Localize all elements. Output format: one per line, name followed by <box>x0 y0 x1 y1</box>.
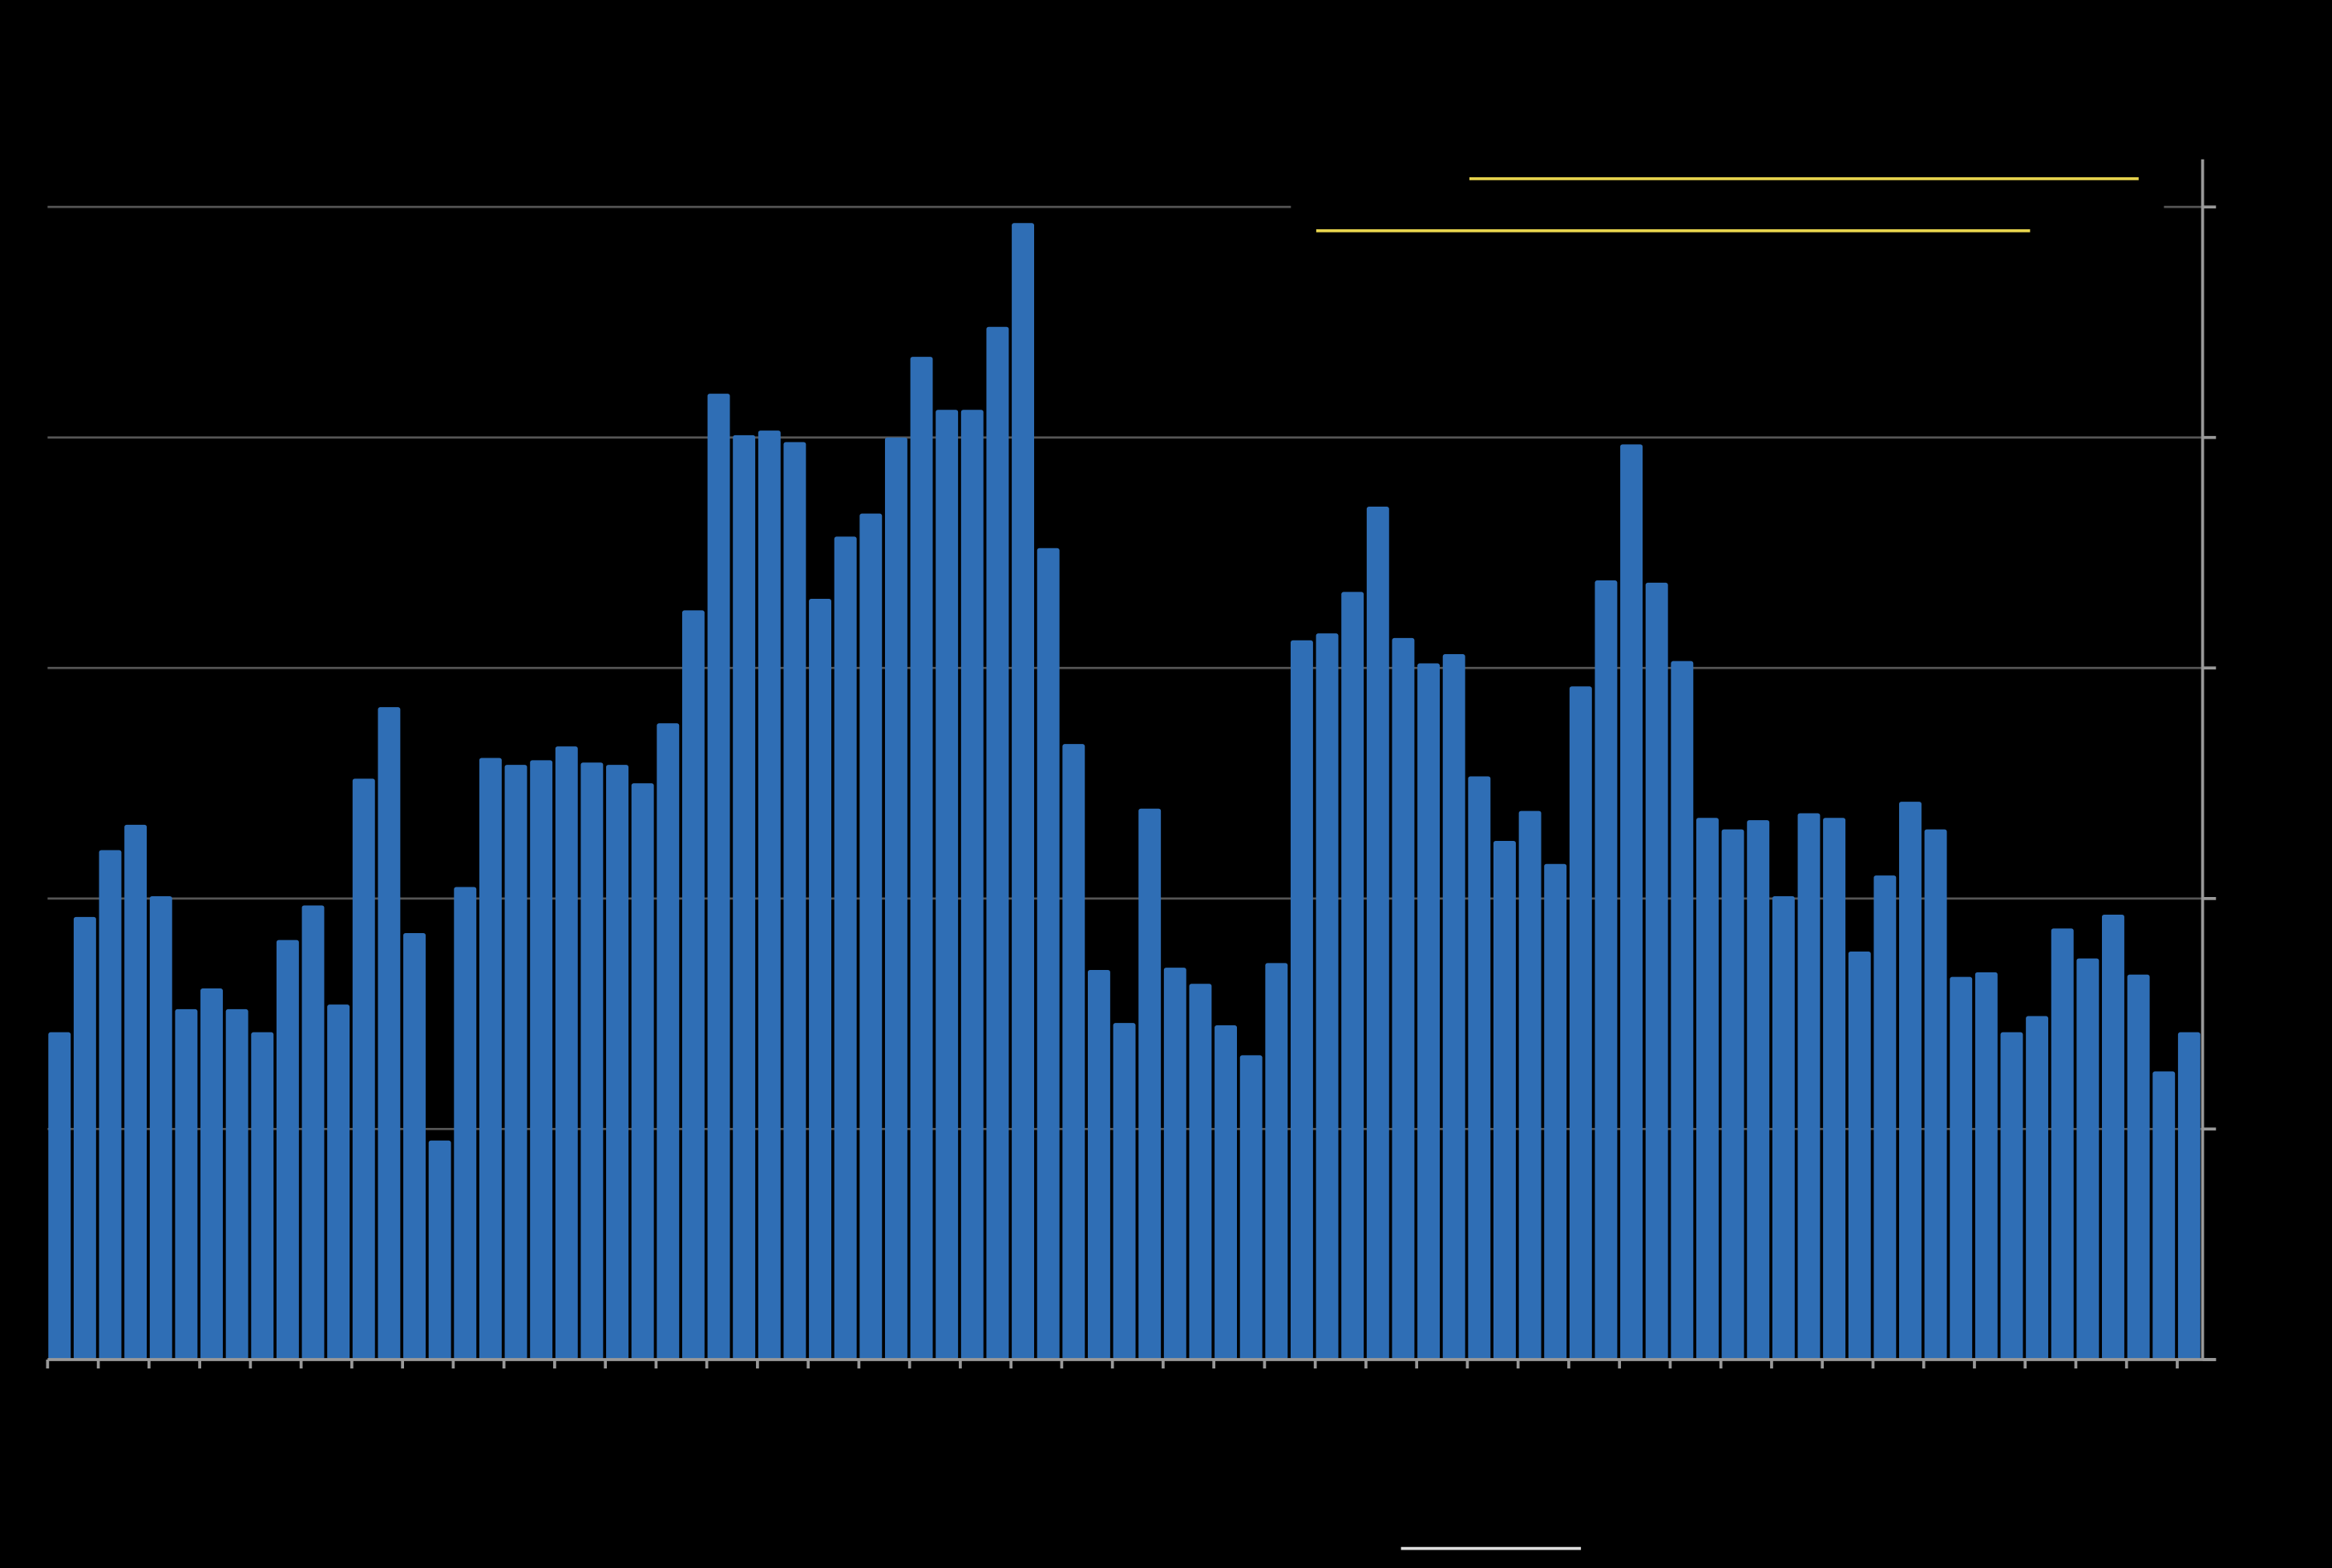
bar <box>1924 829 1947 1360</box>
y-tick-label: 3 <box>2224 654 2235 678</box>
bar <box>2076 958 2100 1360</box>
bar <box>530 760 553 1360</box>
bar <box>1189 984 1212 1360</box>
bar <box>1671 661 1694 1360</box>
bar <box>48 1032 71 1360</box>
bar <box>2127 974 2150 1360</box>
bar <box>1012 223 1035 1360</box>
bar <box>1468 776 1491 1360</box>
bar <box>378 707 401 1360</box>
legend-box <box>1291 148 2164 261</box>
bar <box>1747 820 1770 1360</box>
bar <box>910 357 933 1360</box>
bar <box>200 988 223 1360</box>
bar <box>276 940 299 1360</box>
bar <box>936 410 959 1360</box>
bar <box>1316 633 1339 1360</box>
bar <box>301 905 325 1360</box>
bars <box>48 223 2201 1360</box>
bar <box>327 1004 350 1360</box>
bar <box>1265 963 1288 1360</box>
bar <box>1214 1025 1238 1360</box>
bar <box>1974 972 1998 1360</box>
bar <box>1873 875 1897 1360</box>
bar <box>504 765 527 1360</box>
y-tick-label: 4 <box>2224 424 2235 448</box>
bar <box>1290 640 1313 1360</box>
bar <box>479 758 502 1360</box>
bar <box>1138 808 1162 1360</box>
bar <box>783 442 806 1360</box>
bar <box>352 778 375 1360</box>
bar <box>175 1008 198 1360</box>
bar <box>1848 951 1871 1360</box>
bar <box>1417 663 1441 1360</box>
bar <box>2102 914 2124 1360</box>
bar <box>580 762 604 1360</box>
bar <box>1392 637 1415 1360</box>
bar <box>1721 829 1744 1360</box>
bar <box>1518 810 1542 1360</box>
bar <box>1899 802 1922 1360</box>
y-tick-label: 0 <box>2224 1346 2235 1370</box>
bar <box>403 932 426 1360</box>
bar <box>1087 969 1110 1360</box>
y-tick-label: 2 <box>2224 885 2235 909</box>
bar <box>809 599 831 1360</box>
y-tick-label: 5 <box>2224 193 2235 217</box>
bar <box>707 394 730 1360</box>
bar <box>681 610 705 1360</box>
bar <box>884 437 907 1360</box>
bar <box>2000 1032 2023 1360</box>
y-tick-label: 1 <box>2224 1115 2235 1139</box>
bar <box>2051 928 2074 1360</box>
bar <box>225 1008 249 1360</box>
bar <box>960 410 984 1360</box>
bar <box>1695 818 1719 1360</box>
bar <box>733 434 756 1360</box>
bar <box>99 850 122 1360</box>
bar <box>758 430 781 1360</box>
bar <box>1823 818 1846 1360</box>
bar <box>2026 1016 2049 1360</box>
bar <box>555 746 578 1360</box>
bar <box>657 723 680 1360</box>
bar <box>1645 582 1668 1360</box>
bar <box>1950 976 1973 1360</box>
bar <box>149 895 172 1360</box>
bar <box>1239 1055 1263 1360</box>
bar <box>631 783 654 1360</box>
bar <box>606 765 628 1360</box>
bar <box>454 887 477 1360</box>
bar <box>1493 840 1516 1360</box>
bar <box>834 536 857 1360</box>
bar <box>251 1032 274 1360</box>
bar <box>2177 1032 2201 1360</box>
bar <box>1772 895 1795 1360</box>
bar <box>1341 592 1364 1360</box>
bar <box>124 824 148 1360</box>
bar <box>428 1140 451 1360</box>
bar <box>2152 1071 2176 1360</box>
bar <box>1594 580 1618 1360</box>
bar <box>1797 813 1821 1360</box>
bar <box>1037 548 1060 1360</box>
bar <box>1366 506 1389 1360</box>
bar <box>1544 863 1567 1360</box>
bar <box>1113 1023 1136 1360</box>
bar <box>1062 744 1085 1360</box>
bar <box>1569 686 1592 1360</box>
bar <box>1620 444 1643 1360</box>
bar <box>986 326 1009 1360</box>
bar <box>1163 968 1186 1360</box>
bar <box>1442 654 1465 1360</box>
bar <box>73 916 96 1360</box>
bar <box>859 513 883 1360</box>
